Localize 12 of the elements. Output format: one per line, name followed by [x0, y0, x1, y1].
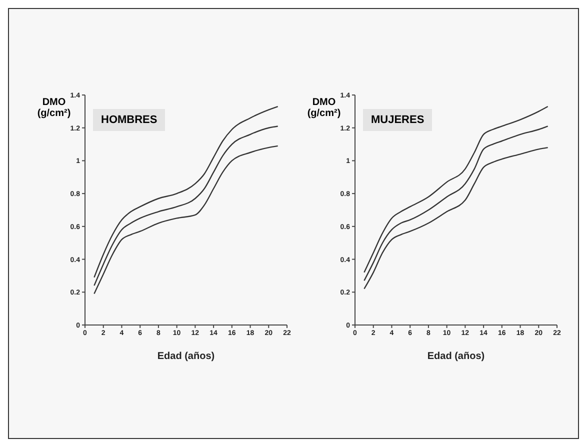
line-series	[94, 106, 278, 278]
x-axis-title: Edad (años)	[427, 351, 485, 362]
y-axis-title: DMO (g/cm²)	[37, 97, 71, 119]
line-series	[364, 146, 548, 290]
line-series	[94, 145, 278, 294]
y-axis-title: DMO (g/cm²)	[307, 97, 341, 119]
line-series	[94, 126, 278, 286]
x-axis-title: Edad (años)	[157, 351, 215, 362]
line-series	[364, 106, 548, 274]
line-series	[364, 126, 548, 282]
text: HOMBRES	[93, 109, 166, 131]
text: MUJERES	[363, 109, 432, 131]
